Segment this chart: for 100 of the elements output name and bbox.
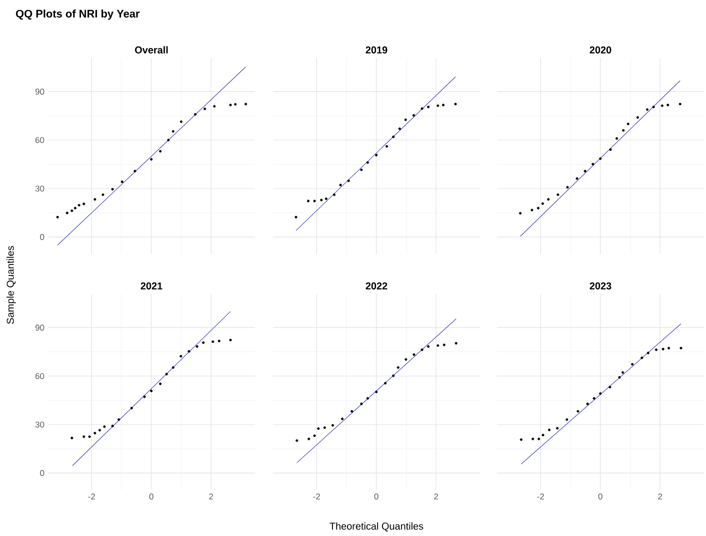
point: [360, 402, 363, 406]
point: [427, 345, 430, 348]
point: [586, 402, 589, 406]
y-tick-label: 0: [40, 470, 44, 476]
point: [608, 386, 612, 388]
point: [678, 102, 682, 106]
point: [143, 395, 146, 398]
point: [436, 104, 440, 107]
point: [646, 352, 650, 354]
point: [396, 366, 400, 369]
point: [244, 102, 248, 106]
point: [662, 348, 664, 350]
point: [599, 392, 602, 395]
point: [454, 102, 457, 106]
point: [609, 148, 612, 151]
point: [654, 348, 658, 352]
point: [150, 390, 153, 392]
point: [88, 435, 91, 438]
point: [94, 432, 96, 434]
point: [542, 434, 544, 436]
point: [366, 397, 369, 400]
point: [427, 106, 430, 108]
point: [82, 202, 86, 206]
point: [172, 366, 174, 369]
point: [652, 106, 655, 108]
x-tick-label: -2: [88, 494, 95, 500]
point: [392, 374, 395, 378]
point: [420, 348, 424, 352]
point: [70, 436, 74, 440]
point: [347, 180, 350, 182]
point: [556, 426, 559, 430]
point: [111, 424, 114, 428]
y-tick-label: 60: [36, 373, 44, 380]
point: [213, 105, 216, 108]
point: [404, 118, 407, 122]
point: [392, 136, 395, 138]
point: [317, 427, 320, 430]
point: [366, 161, 369, 164]
point: [375, 390, 378, 394]
point: [339, 184, 342, 186]
point: [308, 438, 310, 440]
point: [618, 376, 621, 379]
point: [520, 438, 522, 441]
point: [556, 193, 560, 196]
y-tick-label: 90: [35, 324, 44, 331]
point: [436, 344, 440, 347]
x-tick-label: 0: [374, 494, 378, 500]
text: QQ Plots of NRI by Year: [16, 10, 140, 20]
point: [323, 426, 326, 429]
point: [130, 406, 133, 410]
point: [592, 397, 596, 400]
point: [454, 342, 458, 345]
point: [412, 353, 416, 356]
point: [229, 104, 232, 106]
point: [538, 438, 540, 440]
point: [180, 354, 182, 358]
point: [78, 204, 80, 206]
x-tick-label: 0: [598, 494, 602, 500]
y-tick-label: 0: [40, 234, 44, 240]
point: [519, 212, 522, 215]
point: [420, 107, 424, 110]
x-tick-label: 2: [658, 494, 662, 500]
point: [204, 108, 206, 110]
y-tick-label: 90: [35, 88, 44, 95]
point: [412, 114, 415, 117]
point: [636, 116, 639, 119]
point: [622, 129, 625, 132]
point: [615, 137, 618, 140]
point: [313, 434, 316, 437]
point: [324, 197, 328, 200]
point: [667, 346, 670, 350]
y-axis-title: Sample Quantiles: [6, 246, 16, 324]
point: [584, 170, 586, 172]
point: [548, 428, 551, 432]
point: [188, 350, 190, 353]
point: [229, 338, 232, 342]
point: [74, 206, 76, 210]
point: [313, 200, 316, 202]
point: [360, 168, 363, 172]
point: [341, 418, 344, 420]
x-tick-label: -2: [313, 494, 320, 500]
point: [566, 418, 568, 421]
point: [631, 362, 634, 366]
point: [320, 198, 323, 202]
y-tick-label: 30: [35, 422, 44, 428]
point: [94, 198, 96, 201]
chart-title: 2020: [590, 46, 612, 54]
point: [646, 108, 649, 111]
point: [306, 200, 310, 202]
point: [196, 345, 198, 348]
point: [194, 113, 197, 116]
point: [134, 170, 136, 172]
point: [530, 208, 534, 212]
point: [621, 371, 624, 374]
chart-title: 2019: [366, 46, 388, 54]
y-tick-label: 30: [35, 186, 44, 192]
point: [218, 340, 220, 342]
point: [680, 346, 682, 350]
point: [66, 212, 68, 214]
point: [118, 418, 120, 421]
